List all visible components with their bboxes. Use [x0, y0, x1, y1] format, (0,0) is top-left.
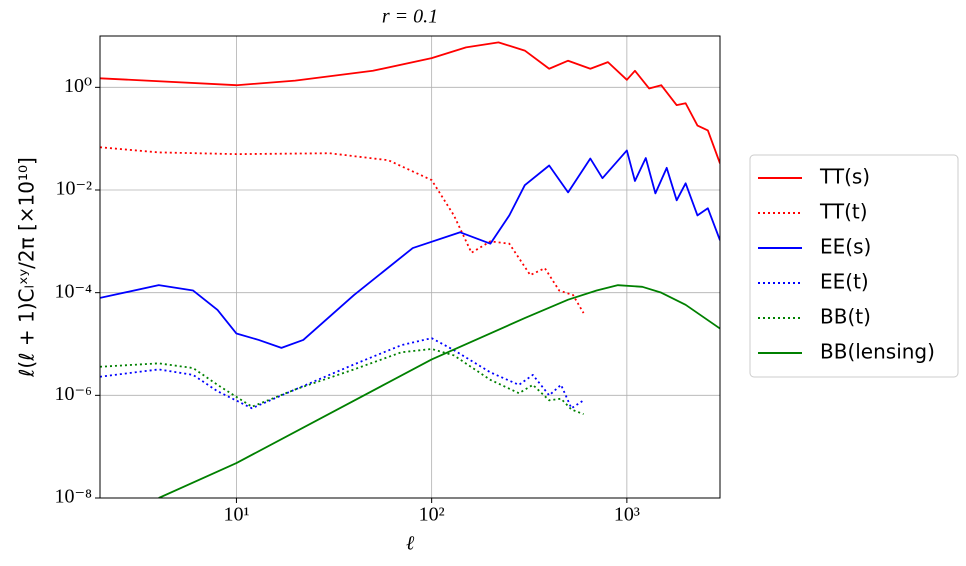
- x-tick-label: 10²: [419, 504, 445, 526]
- plot-frame: [99, 35, 721, 499]
- plot-lines: [100, 41, 720, 498]
- legend-label: TT(t): [819, 200, 868, 224]
- y-tick-label: 10⁻⁴: [54, 280, 92, 302]
- x-axis-label: ℓ: [406, 533, 415, 555]
- series-line: [158, 284, 720, 498]
- legend-box: [749, 154, 959, 378]
- legend-label: EE(t): [820, 270, 869, 294]
- chart-title: r = 0.1: [382, 6, 438, 28]
- legend-label: TT(s): [819, 165, 870, 189]
- x-tick-label: 10¹: [223, 504, 249, 526]
- axes: 10¹ 10² 10³ 10⁻⁸ 10⁻⁶ 10⁻⁴ 10⁻² 10⁰: [54, 75, 639, 526]
- y-tick-label: 10⁻²: [55, 178, 92, 200]
- y-axis-label: ℓ(ℓ + 1)Cₗˣʸ/2π [×10¹⁰]: [15, 157, 39, 378]
- x-tick-label: 10³: [614, 504, 640, 526]
- y-tick-label: 10⁻⁶: [54, 383, 92, 405]
- legend-label: EE(s): [820, 235, 871, 259]
- grid: [100, 36, 720, 499]
- legend-label: BB(t): [820, 305, 871, 329]
- series-line: [100, 337, 585, 410]
- y-tick-label: 10⁻⁸: [54, 486, 92, 508]
- y-tick-label: 10⁰: [64, 75, 92, 97]
- legend: TT(s) TT(t) EE(s) EE(t) BB(t) BB(lensing): [758, 165, 935, 364]
- series-line: [100, 149, 720, 349]
- legend-label: BB(lensing): [820, 340, 935, 364]
- series-line: [100, 41, 720, 164]
